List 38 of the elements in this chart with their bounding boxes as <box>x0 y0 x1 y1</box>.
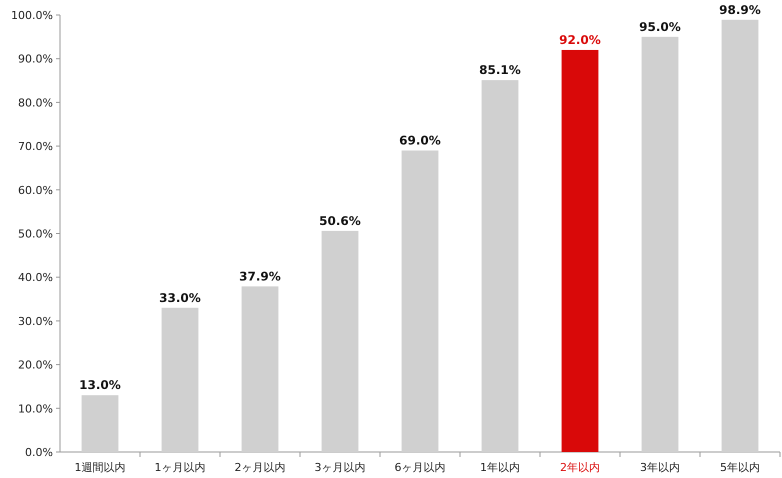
y-tick-label: 40.0% <box>18 271 53 284</box>
bar <box>162 308 198 452</box>
y-tick-label: 90.0% <box>18 52 53 66</box>
data-label: 37.9% <box>239 269 281 284</box>
data-label: 50.6% <box>319 214 361 228</box>
y-tick-label: 80.0% <box>18 96 53 110</box>
x-tick-label: 3年以内 <box>640 461 680 474</box>
x-tick-label: 2ヶ月以内 <box>234 461 286 474</box>
data-label: 95.0% <box>639 20 681 34</box>
data-label: 85.1% <box>479 63 521 78</box>
x-tick-label: 5年以内 <box>720 461 760 474</box>
bar <box>722 20 758 452</box>
data-label: 69.0% <box>399 133 441 148</box>
bar <box>482 80 518 452</box>
data-label: 98.9% <box>719 2 761 17</box>
bar <box>82 395 118 452</box>
x-tick-label: 1週間以内 <box>74 461 126 474</box>
bar <box>402 150 438 452</box>
x-tick-label: 3ヶ月以内 <box>314 461 366 474</box>
data-label: 92.0% <box>559 32 601 47</box>
x-tick-label: 1年以内 <box>480 461 520 474</box>
bar <box>322 230 358 452</box>
x-tick-label: 1ヶ月以内 <box>154 461 206 474</box>
y-tick-label: 10.0% <box>18 402 53 416</box>
y-tick-label: 30.0% <box>18 314 53 328</box>
y-tick-label: 60.0% <box>18 184 53 197</box>
data-label: 13.0% <box>79 378 121 392</box>
x-tick-label: 6ヶ月以内 <box>394 461 446 474</box>
y-tick-label: 0.0% <box>25 446 53 459</box>
y-tick-label: 20.0% <box>18 358 53 372</box>
y-tick-label: 50.0% <box>18 228 53 240</box>
x-tick-label: 2年以内 <box>560 461 600 474</box>
y-tick-label: 70.0% <box>18 140 53 154</box>
bar <box>242 286 278 452</box>
y-tick-label: 100.0% <box>11 9 53 22</box>
bar <box>642 36 678 452</box>
bar <box>562 50 598 452</box>
data-label: 33.0% <box>159 290 201 305</box>
